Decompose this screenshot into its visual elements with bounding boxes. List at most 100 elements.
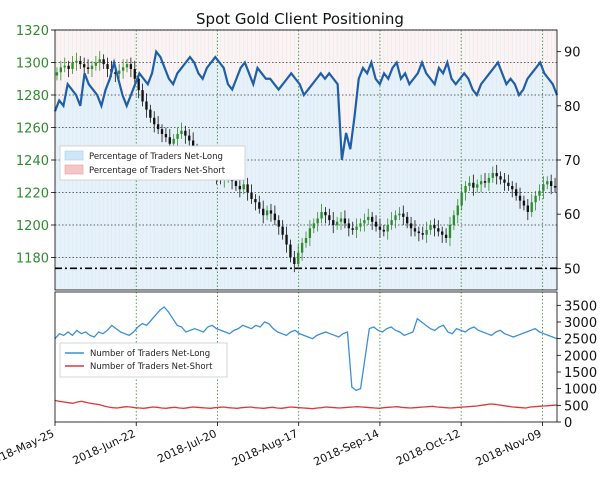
legend-bottom-label-long: Number of Traders Net-Long xyxy=(90,349,210,359)
candle-body xyxy=(448,225,452,238)
candle-body xyxy=(149,109,152,118)
candle-body xyxy=(71,62,74,69)
net-long-pct-line xyxy=(53,49,559,161)
candle-body xyxy=(281,226,284,235)
candle-body xyxy=(339,218,343,222)
y-right-tick-label: 70 xyxy=(564,154,581,169)
y-bottom-tick-label: 1500 xyxy=(564,366,597,381)
candle-body xyxy=(421,233,424,235)
candle-body xyxy=(320,212,323,219)
y-right-tick-label: 50 xyxy=(564,262,581,277)
legend-bottom-label-short: Number of Traders Net-Short xyxy=(90,362,213,372)
y-left-tick-label: 1300 xyxy=(16,57,49,72)
x-tick-label: 2018-Nov-09 xyxy=(474,427,544,469)
candle-body xyxy=(386,225,389,232)
candle-body xyxy=(328,215,331,221)
net-short-count-line xyxy=(54,399,558,410)
candle-body xyxy=(394,215,397,221)
candle-body xyxy=(549,181,553,186)
candle-body xyxy=(242,184,245,190)
candle-body xyxy=(285,234,288,245)
candle-body xyxy=(262,208,265,216)
legend-bottom: Number of Traders Net-Long Number of Tra… xyxy=(59,342,228,378)
candle-body xyxy=(277,220,280,227)
candle-body xyxy=(265,210,269,216)
legend-top-box xyxy=(59,145,246,181)
candle-body xyxy=(483,181,487,183)
x-tick-label: 2018-Jul-20 xyxy=(155,427,218,466)
candle-body xyxy=(59,67,63,73)
candle-body xyxy=(359,223,362,227)
candle-body xyxy=(499,176,502,180)
legend-bottom-box xyxy=(59,342,228,378)
candle-body xyxy=(141,90,144,102)
candle-body xyxy=(153,117,156,125)
candle-body xyxy=(184,130,187,136)
candle-body xyxy=(300,242,304,253)
candle-body xyxy=(429,225,432,230)
candle-body xyxy=(335,221,339,225)
candle-body xyxy=(526,205,529,212)
candle-body xyxy=(433,225,436,229)
candle-body xyxy=(160,129,164,134)
candle-body xyxy=(409,223,413,229)
candle-body xyxy=(102,59,105,65)
candle-body xyxy=(188,135,191,141)
y-left-tick-label: 1320 xyxy=(16,24,49,39)
candle-body xyxy=(289,244,292,258)
candle-body xyxy=(382,229,385,232)
candle-body xyxy=(269,210,273,214)
candle-body xyxy=(487,177,491,183)
candle-body xyxy=(398,213,401,216)
candle-body xyxy=(534,195,537,203)
candle-body xyxy=(98,59,101,63)
candle-body xyxy=(444,234,448,238)
candle-body xyxy=(503,179,506,183)
y-bottom-tick-label: 2000 xyxy=(564,349,597,364)
candle-body xyxy=(378,226,382,230)
candle-body xyxy=(254,199,257,203)
candle-body xyxy=(456,205,459,216)
candle-body xyxy=(460,192,463,206)
candle-body xyxy=(351,228,354,230)
candle-body xyxy=(234,181,238,186)
candle-body xyxy=(238,186,242,190)
candle-body xyxy=(246,184,249,193)
candle-body xyxy=(343,218,347,224)
y-bottom-tick-label: 500 xyxy=(564,399,589,414)
y-left-tick-label: 1180 xyxy=(16,252,49,267)
candle-body xyxy=(538,190,541,196)
candle-body xyxy=(332,220,335,225)
candle-body xyxy=(273,213,277,221)
candle-body xyxy=(553,186,557,188)
x-tick-label: 2018-Jun-22 xyxy=(71,427,138,467)
candle-body xyxy=(441,231,444,235)
legend-top-swatch-short xyxy=(64,164,84,175)
candle-body xyxy=(191,140,195,149)
candle-body xyxy=(367,216,370,221)
candle-body xyxy=(542,184,545,191)
y-left-tick-label: 1260 xyxy=(16,122,49,137)
candle-body xyxy=(86,67,90,69)
y-bottom-tick-label: 1000 xyxy=(564,383,597,398)
y-bottom-tick-label: 3000 xyxy=(564,316,597,331)
candle-body xyxy=(75,60,78,63)
candle-body xyxy=(472,182,475,188)
candle-body xyxy=(137,78,140,91)
candle-body xyxy=(168,137,171,144)
y-left-tick-label: 1220 xyxy=(16,187,49,202)
candle-body xyxy=(250,192,253,199)
candle-body xyxy=(125,64,129,68)
candle-body xyxy=(180,130,183,134)
candle-body xyxy=(495,173,498,177)
candle-body xyxy=(90,65,94,69)
candle-body xyxy=(55,72,59,76)
y-bottom-tick-label: 2500 xyxy=(564,333,597,348)
x-axis: 2018-May-25 2018-Jun-22 2018-Jul-20 2018-Au… xyxy=(0,422,544,469)
bottom-panel-frame xyxy=(54,291,558,423)
candle-body xyxy=(530,202,533,212)
candle-body xyxy=(355,226,358,230)
candle-body xyxy=(304,238,308,243)
